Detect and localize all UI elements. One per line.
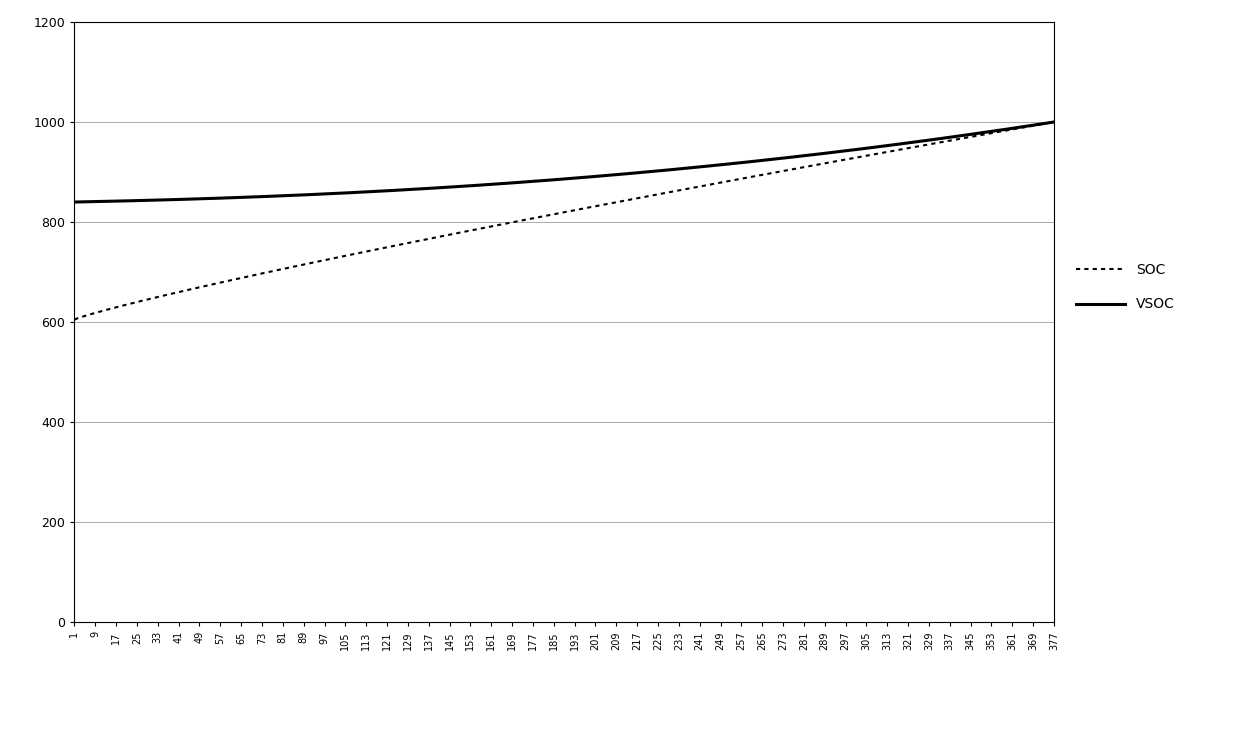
SOC bbox=[393, 240, 408, 249]
VSOC bbox=[1025, 121, 1040, 130]
VSOC bbox=[393, 186, 408, 195]
VSOC bbox=[739, 157, 754, 166]
SOC bbox=[195, 283, 210, 291]
Line: SOC: SOC bbox=[74, 122, 1054, 320]
Line: VSOC: VSOC bbox=[74, 122, 1054, 202]
VSOC bbox=[67, 198, 82, 206]
VSOC bbox=[195, 195, 210, 203]
SOC bbox=[391, 241, 405, 250]
Legend: SOC, VSOC: SOC, VSOC bbox=[1071, 257, 1180, 317]
VSOC bbox=[1047, 118, 1061, 127]
SOC bbox=[176, 286, 191, 295]
SOC bbox=[67, 315, 82, 324]
SOC bbox=[1025, 122, 1040, 130]
VSOC bbox=[391, 186, 405, 195]
VSOC bbox=[176, 195, 191, 203]
SOC bbox=[739, 173, 754, 182]
SOC bbox=[1047, 118, 1061, 127]
